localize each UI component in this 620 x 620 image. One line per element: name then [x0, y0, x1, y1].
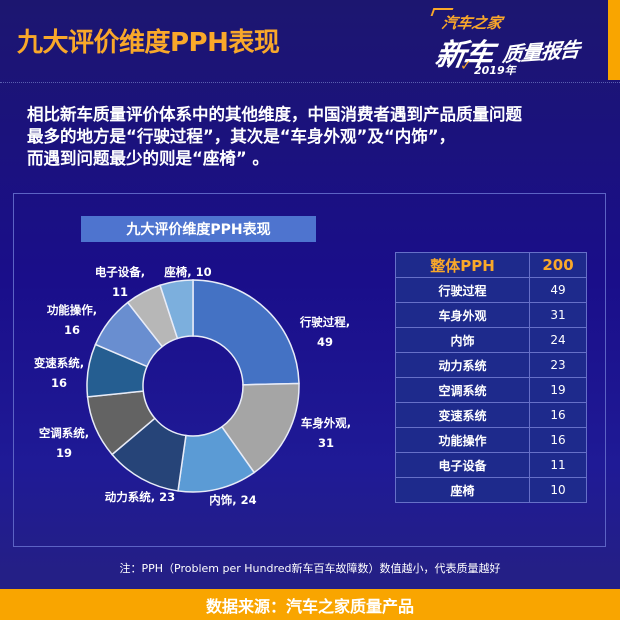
row-value: 23 — [529, 352, 587, 378]
table-header-row: 整体PPH 200 — [395, 252, 587, 278]
label-text: 车身外观, — [300, 416, 352, 430]
chart-panel — [13, 193, 606, 547]
row-name: 车身外观 — [395, 302, 530, 328]
label-text: 行驶过程, — [299, 315, 351, 329]
row-name: 空调系统 — [395, 377, 530, 403]
table-header-name: 整体PPH — [395, 252, 530, 278]
row-value: 19 — [529, 377, 587, 403]
label-value: 11 — [111, 285, 128, 299]
row-value: 10 — [529, 477, 587, 503]
table-row: 车身外观 31 — [395, 302, 587, 328]
label-value: 31 — [317, 436, 334, 450]
donut-slice-8 — [159, 279, 194, 340]
data-label-seats: 座椅, 10 — [162, 262, 214, 282]
donut-slice-0 — [192, 279, 300, 386]
table-row: 行驶过程 49 — [395, 277, 587, 303]
row-name: 内饰 — [395, 327, 530, 353]
chart-title: 九大评价维度PPH表现 — [81, 216, 316, 242]
table-row: 内饰 24 — [395, 327, 587, 353]
row-name: 行驶过程 — [395, 277, 530, 303]
data-label-driving: 行驶过程, 49 — [297, 312, 353, 352]
data-label-electronics: 电子设备, 11 — [92, 262, 148, 302]
report-logo: 汽车之家 新车 质量报告 ✓ 2019年 — [428, 4, 606, 80]
label-value: 49 — [316, 335, 333, 349]
label-text: 空调系统, — [38, 426, 90, 440]
table-row: 动力系统 23 — [395, 352, 587, 378]
table-row: 空调系统 19 — [395, 377, 587, 403]
data-label-powertrain: 动力系统, 23 — [104, 487, 176, 507]
data-label-ac: 空调系统, 19 — [36, 423, 92, 463]
table-header-value: 200 — [529, 252, 587, 278]
row-name: 动力系统 — [395, 352, 530, 378]
label-text: 动力系统, 23 — [104, 490, 176, 504]
table-row: 座椅 10 — [395, 477, 587, 503]
row-name: 变速系统 — [395, 402, 530, 428]
data-label-exterior: 车身外观, 31 — [298, 413, 354, 453]
header-divider — [0, 82, 620, 83]
intro-paragraph: 相比新车质量评价体系中的其他维度，中国消费者遇到产品质量问题 最多的地方是“行驶… — [27, 104, 587, 170]
footnote: 注：PPH（Problem per Hundred新车百车故障数）数值越小，代表… — [119, 562, 501, 575]
data-label-transmission: 变速系统, 16 — [31, 353, 87, 393]
label-value: 16 — [50, 376, 67, 390]
data-label-interior: 内饰, 24 — [207, 490, 259, 510]
row-value: 16 — [529, 427, 587, 453]
page-title: 九大评价维度PPH表现 — [17, 28, 280, 58]
label-text: 电子设备, — [94, 265, 146, 279]
label-text: 变速系统, — [33, 356, 85, 370]
data-source-footer: 数据来源：汽车之家质量产品 — [0, 589, 620, 620]
row-value: 31 — [529, 302, 587, 328]
row-value: 11 — [529, 452, 587, 478]
row-value: 24 — [529, 327, 587, 353]
table-row: 变速系统 16 — [395, 402, 587, 428]
row-value: 49 — [529, 277, 587, 303]
pph-table: 整体PPH 200 行驶过程 49 车身外观 31 内饰 24 动力系统 23 空调系统… — [395, 252, 587, 503]
row-value: 16 — [529, 402, 587, 428]
label-value: 16 — [63, 323, 80, 337]
intro-line: 而遇到问题最少的则是“座椅” 。 — [27, 149, 269, 168]
label-text: 内饰, 24 — [209, 493, 257, 507]
accent-bar — [608, 0, 620, 80]
check-mark-icon: ✓ — [460, 58, 472, 74]
row-name: 座椅 — [395, 477, 530, 503]
table-row: 电子设备 11 — [395, 452, 587, 478]
intro-line: 最多的地方是“行驶过程”，其次是“车身外观”及“内饰”， — [27, 127, 456, 146]
label-text: 座椅, 10 — [164, 265, 212, 279]
table-row: 功能操作 16 — [395, 427, 587, 453]
row-name: 电子设备 — [395, 452, 530, 478]
label-text: 功能操作, — [46, 303, 98, 317]
row-name: 功能操作 — [395, 427, 530, 453]
data-label-functions: 功能操作, 16 — [44, 300, 100, 340]
logo-year: 2019年 — [474, 64, 516, 77]
intro-line: 相比新车质量评价体系中的其他维度，中国消费者遇到产品质量问题 — [27, 105, 522, 124]
label-value: 19 — [55, 446, 72, 460]
